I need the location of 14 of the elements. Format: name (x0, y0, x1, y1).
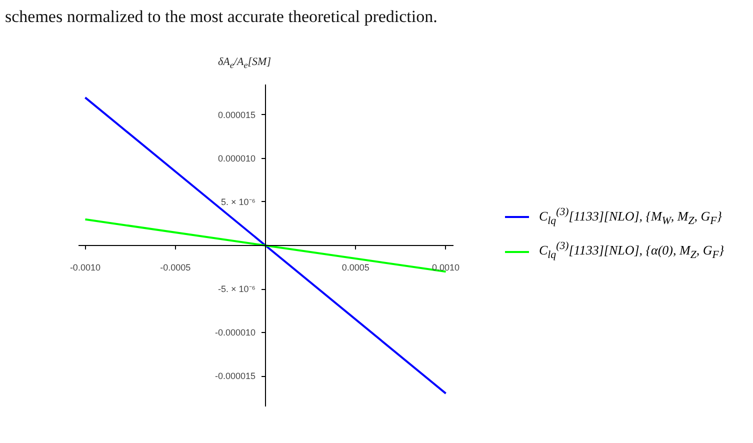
y-tick-label: 0.000015 (218, 110, 256, 120)
text: schemes normalized to the most accurate theoretical prediction. (5, 6, 438, 28)
y-tick-label: -0.000010 (214, 328, 256, 338)
legend-label: C$_{lq}$$^{(3)}$[1133][NLO], {α(0), M$_{Z}$, G$_{F}$} (539, 239, 724, 264)
x-tick-label: 0.0005 (342, 262, 370, 272)
x-tick-label: -0.0010 (70, 262, 100, 272)
x-tick-label: 0.0010 (432, 262, 460, 272)
y-tick-label: 0.000010 (218, 153, 256, 164)
y-tick-label: 5. × 10⁻⁶ (221, 196, 256, 207)
text: C$_{lq}$$^{(3)}$[1133][NLO], {M$_{W}$, M$_{Z}$, G$_{F}$} (539, 206, 722, 227)
y-axis-title: δA$_{e}$/A$_{e}$[SM] (218, 55, 272, 72)
y-tick-label: -5. × 10⁻⁶ (218, 284, 256, 294)
x-tick-label: -0.0005 (160, 262, 191, 272)
y-tick-label: -0.000015 (214, 371, 256, 382)
